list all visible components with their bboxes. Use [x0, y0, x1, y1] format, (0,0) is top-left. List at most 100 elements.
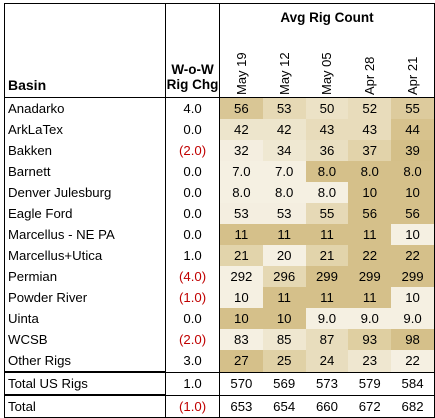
week-column-header: May 12	[262, 32, 306, 98]
rig-count-cell: 296	[262, 266, 306, 287]
wow-change-cell: 0.0	[165, 203, 220, 224]
basin-name-cell: Permian	[3, 266, 167, 287]
rig-count-cell: 672	[348, 394, 392, 418]
rig-count-cell: 10	[219, 287, 263, 308]
rig-count-table: Avg Rig Count Basin W-o-W Rig Chg May 19 …	[3, 3, 435, 418]
wow-change-cell: 1.0	[165, 371, 220, 396]
wow-change-cell: (2.0)	[165, 140, 220, 161]
table-row: Anadarko 4.0 56 53 50 52 55	[3, 97, 435, 119]
chg-header-line2: Rig Chg	[166, 77, 219, 93]
basin-name-cell: Total	[3, 394, 167, 418]
rig-count-cell: 9.0	[348, 308, 392, 329]
table-body: Anadarko 4.0 56 53 50 52 55 ArkLaTex 0.0 42 42 43 43…	[3, 97, 435, 418]
header-blank-basin	[3, 3, 167, 32]
table-row: Uinta 0.0 10 10 9.0 9.0 9.0	[3, 308, 435, 329]
rig-count-cell: 7.0	[262, 161, 306, 182]
rig-count-cell: 8.0	[219, 182, 263, 203]
rig-count-cell: 87	[305, 329, 349, 350]
rig-count-cell: 36	[305, 140, 349, 161]
wow-change-cell: 3.0	[165, 350, 220, 372]
rig-count-cell: 55	[305, 203, 349, 224]
basin-name-cell: Total US Rigs	[3, 371, 167, 396]
rig-count-cell: 56	[219, 97, 263, 119]
rig-count-cell: 43	[348, 119, 392, 140]
basin-name-cell: Marcellus - NE PA	[3, 224, 167, 245]
table-row: WCSB (2.0) 83 85 87 93 98	[3, 329, 435, 350]
wow-change-cell: 4.0	[165, 97, 220, 119]
rig-count-cell: 93	[348, 329, 392, 350]
rig-count-cell: 660	[305, 394, 349, 418]
rig-count-cell: 24	[305, 350, 349, 372]
basin-name-cell: Denver Julesburg	[3, 182, 167, 203]
wow-rig-chg-column-header: W-o-W Rig Chg	[165, 32, 220, 98]
avg-rig-count-header: Avg Rig Count	[219, 3, 435, 32]
rig-count-cell: 11	[305, 287, 349, 308]
week-column-header: Apr 21	[391, 32, 435, 98]
basin-name-cell: Barnett	[3, 161, 167, 182]
table-row: Marcellus - NE PA 0.0 11 11 11 11 10	[3, 224, 435, 245]
basin-name-cell: Bakken	[3, 140, 167, 161]
rig-count-cell: 34	[262, 140, 306, 161]
rig-count-cell: 9.0	[391, 308, 435, 329]
rig-count-cell: 21	[219, 245, 263, 266]
rig-count-cell: 7.0	[219, 161, 263, 182]
wow-change-cell: 0.0	[165, 161, 220, 182]
rig-count-cell: 8.0	[391, 161, 435, 182]
wow-change-cell: (1.0)	[165, 394, 220, 418]
rig-count-cell: 25	[262, 350, 306, 372]
wow-change-cell: 0.0	[165, 119, 220, 140]
rig-count-cell: 10	[391, 224, 435, 245]
table-row: Permian (4.0) 292 296 299 299 299	[3, 266, 435, 287]
rig-count-cell: 52	[348, 97, 392, 119]
rig-count-cell: 32	[219, 140, 263, 161]
table-row: Bakken (2.0) 32 34 36 37 39	[3, 140, 435, 161]
chg-header-line1: W-o-W	[171, 61, 214, 77]
rig-count-cell: 8.0	[262, 182, 306, 203]
rig-count-cell: 654	[262, 394, 306, 418]
rig-count-cell: 299	[348, 266, 392, 287]
rig-count-cell: 22	[391, 245, 435, 266]
week-label: May 05	[319, 52, 335, 95]
table-row: Barnett 0.0 7.0 7.0 8.0 8.0 8.0	[3, 161, 435, 182]
rig-count-cell: 21	[305, 245, 349, 266]
rig-count-cell: 682	[391, 394, 435, 418]
basin-name-cell: Powder River	[3, 287, 167, 308]
rig-count-cell: 20	[262, 245, 306, 266]
basin-name-cell: Eagle Ford	[3, 203, 167, 224]
week-column-header: Apr 28	[348, 32, 392, 98]
table-row: Marcellus+Utica 1.0 21 20 21 22 22	[3, 245, 435, 266]
rig-count-cell: 85	[262, 329, 306, 350]
rig-count-cell: 570	[219, 371, 263, 396]
week-label: May 19	[233, 52, 249, 95]
wow-change-cell: (4.0)	[165, 266, 220, 287]
rig-count-cell: 8.0	[305, 182, 349, 203]
rig-count-cell: 55	[391, 97, 435, 119]
wow-change-cell: (2.0)	[165, 329, 220, 350]
rig-count-cell: 43	[305, 119, 349, 140]
rig-count-cell: 39	[391, 140, 435, 161]
rig-count-cell: 299	[391, 266, 435, 287]
wow-change-cell: 0.0	[165, 182, 220, 203]
rig-count-cell: 22	[391, 350, 435, 372]
rig-count-cell: 50	[305, 97, 349, 119]
week-label: May 12	[276, 52, 292, 95]
rig-count-cell: 10	[391, 287, 435, 308]
rig-count-cell: 299	[305, 266, 349, 287]
rig-count-cell: 10	[348, 182, 392, 203]
rig-count-cell: 11	[262, 224, 306, 245]
rig-count-cell: 56	[348, 203, 392, 224]
week-column-header: May 19	[219, 32, 263, 98]
rig-count-cell: 53	[262, 203, 306, 224]
rig-count-cell: 8.0	[305, 161, 349, 182]
rig-count-cell: 569	[262, 371, 306, 396]
table-row: Total US Rigs 1.0 570 569 573 579 584	[3, 371, 435, 396]
table-row: Denver Julesburg 0.0 8.0 8.0 8.0 10 10	[3, 182, 435, 203]
rig-count-cell: 8.0	[348, 161, 392, 182]
rig-count-cell: 11	[219, 224, 263, 245]
rig-count-cell: 53	[219, 203, 263, 224]
table-row: Eagle Ford 0.0 53 53 55 56 56	[3, 203, 435, 224]
rig-count-cell: 53	[262, 97, 306, 119]
basin-column-header: Basin	[3, 32, 167, 98]
rig-count-cell: 98	[391, 329, 435, 350]
